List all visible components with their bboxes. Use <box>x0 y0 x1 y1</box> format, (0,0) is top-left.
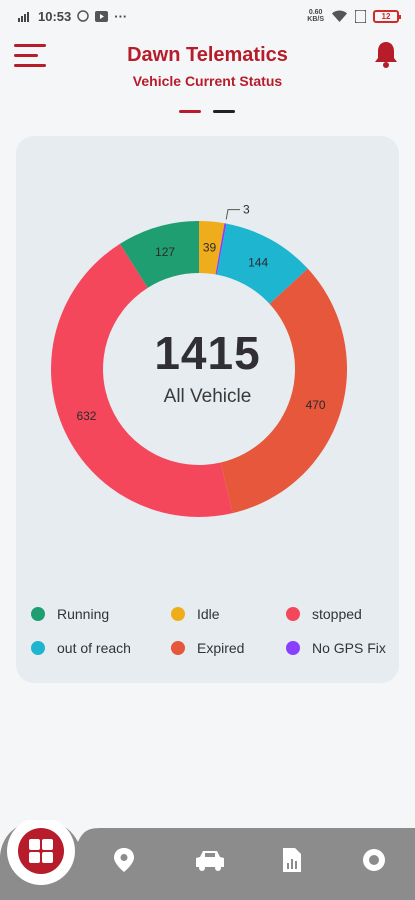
donut-slice-out-of-reach[interactable] <box>216 223 308 304</box>
legend-item-running[interactable]: Running <box>31 606 171 622</box>
donut-data-label: 144 <box>248 255 268 269</box>
status-bar: 10:53 ··· 0.60 KB/S 12 <box>0 0 415 32</box>
app-header: Dawn Telematics Vehicle Current Status <box>0 34 415 104</box>
sim-icon <box>355 9 366 23</box>
legend-item-stopped[interactable]: stopped <box>286 606 396 622</box>
wifi-icon <box>332 10 347 22</box>
page-subtitle: Vehicle Current Status <box>132 73 283 89</box>
legend-item-out-of-reach[interactable]: out of reach <box>31 640 171 656</box>
record-icon[interactable] <box>360 846 388 874</box>
donut-data-label: 632 <box>76 409 96 423</box>
battery-level: 12 <box>381 11 391 21</box>
donut-slice-running[interactable] <box>119 221 199 288</box>
legend-item-no-gps-fix[interactable]: No GPS Fix <box>286 640 396 656</box>
status-left: 10:53 ··· <box>18 9 127 24</box>
total-vehicle-count: 1415 <box>154 327 261 379</box>
status-time: 10:53 <box>38 8 72 24</box>
chart-legend: Running Idle stopped out of reach Expired No … <box>31 606 391 656</box>
donut-slice-expired[interactable] <box>220 268 347 514</box>
bottom-navigation <box>0 820 415 900</box>
page-dot-active[interactable] <box>179 110 201 113</box>
car-icon[interactable] <box>193 846 227 874</box>
legend-label: stopped <box>312 606 362 622</box>
donut-data-label: 39 <box>203 240 217 254</box>
dashboard-icon[interactable] <box>18 828 64 874</box>
more-notifications-icon: ··· <box>114 8 128 24</box>
youtube-icon <box>95 10 109 22</box>
legend-label: out of reach <box>57 640 131 656</box>
legend-dot <box>31 607 45 621</box>
donut-data-label: 127 <box>155 245 175 259</box>
legend-item-idle[interactable]: Idle <box>171 606 286 622</box>
app-title: Dawn Telematics <box>127 44 288 66</box>
map-pin-icon[interactable] <box>110 846 138 874</box>
donut-data-label: 3 <box>243 203 250 217</box>
network-speed-value: 0.60 <box>308 9 323 16</box>
status-right: 0.60 KB/S 12 <box>307 9 401 23</box>
signal-icon <box>18 12 29 22</box>
legend-dot <box>171 607 185 621</box>
legend-label: Expired <box>197 640 245 656</box>
vehicle-status-card: 127 39 3 144 470 632 1415 All Vehicle Running… <box>16 136 399 683</box>
status-donut-chart: 127 39 3 144 470 632 <box>50 203 347 517</box>
donut-data-label: 470 <box>306 398 326 412</box>
network-speed: 0.60 KB/S <box>307 9 324 23</box>
legend-dot <box>31 641 45 655</box>
battery-icon: 12 <box>373 9 401 23</box>
legend-label: Idle <box>197 606 220 622</box>
data-label-leader-line <box>225 209 240 220</box>
whatsapp-icon <box>77 10 89 22</box>
donut-slice-idle[interactable] <box>199 221 225 275</box>
page-dot[interactable] <box>213 110 235 113</box>
legend-dot <box>286 607 300 621</box>
menu-icon[interactable] <box>14 40 48 70</box>
legend-label: No GPS Fix <box>312 640 386 656</box>
donut-slice-no-gps-fix[interactable] <box>215 223 227 275</box>
legend-label: Running <box>57 606 110 622</box>
legend-dot <box>171 641 185 655</box>
total-vehicle-label: All Vehicle <box>163 386 252 407</box>
network-speed-unit: KB/S <box>307 16 324 23</box>
legend-dot <box>286 641 300 655</box>
legend-item-expired[interactable]: Expired <box>171 640 286 656</box>
donut-slice-stopped[interactable] <box>50 243 233 517</box>
report-icon[interactable] <box>278 846 306 874</box>
bell-icon[interactable] <box>373 40 399 68</box>
page-indicator <box>179 110 235 113</box>
